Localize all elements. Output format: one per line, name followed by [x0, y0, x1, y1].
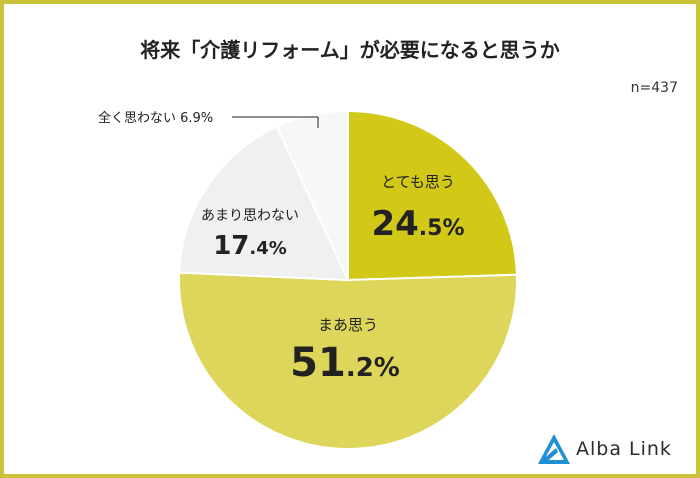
pie-slice-very [347, 109, 518, 282]
alba-link-logo: Alba Link [536, 432, 686, 468]
slice-value-very-dec: .5% [419, 216, 465, 241]
pie-slice-not-much [178, 125, 350, 282]
slice-value-somewhat-int: 51 [290, 340, 346, 386]
slice-label-not-much: あまり思わない [201, 208, 299, 224]
slice-label-not-at-all: 全く思わない 6.9% [98, 110, 213, 126]
pie-slice-not-at-all [275, 109, 349, 281]
slice-value-not-much-dec: .4% [249, 238, 286, 259]
slice-value-somewhat-dec: .2% [346, 353, 400, 383]
slice-label-very: とても思う [381, 173, 455, 191]
pie-slices [178, 109, 518, 450]
slice-value-somewhat: 51.2% [290, 340, 400, 386]
slice-value-very: 24.5% [371, 204, 464, 244]
slice-value-not-much: 17.4% [213, 231, 287, 261]
slice-value-not-much-int: 17 [213, 231, 249, 261]
pie-slice-somewhat [178, 271, 518, 450]
alba-link-logo-icon [538, 434, 570, 464]
slice-value-very-int: 24 [371, 204, 418, 244]
brand-name: Alba Link [576, 438, 672, 460]
sample-size-note: n=437 [630, 80, 678, 96]
slice-label-somewhat: まあ思う [318, 316, 378, 334]
chart-title: 将来「介護リフォーム」が必要になると思うか [140, 38, 560, 62]
